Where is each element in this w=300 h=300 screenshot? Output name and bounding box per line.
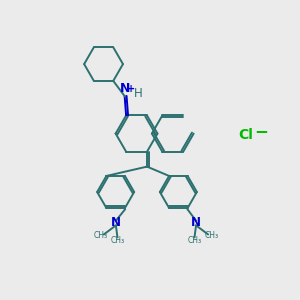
Text: N: N: [111, 217, 121, 230]
Text: N: N: [191, 217, 201, 230]
Text: −: −: [254, 122, 268, 140]
Text: Cl: Cl: [238, 128, 253, 142]
Text: CH₃: CH₃: [110, 236, 124, 245]
Text: H: H: [134, 87, 142, 100]
Text: CH₃: CH₃: [205, 231, 219, 240]
Text: +: +: [127, 85, 135, 94]
Text: CH₃: CH₃: [188, 236, 202, 245]
Text: N: N: [119, 82, 130, 95]
Text: CH₃: CH₃: [93, 231, 107, 240]
